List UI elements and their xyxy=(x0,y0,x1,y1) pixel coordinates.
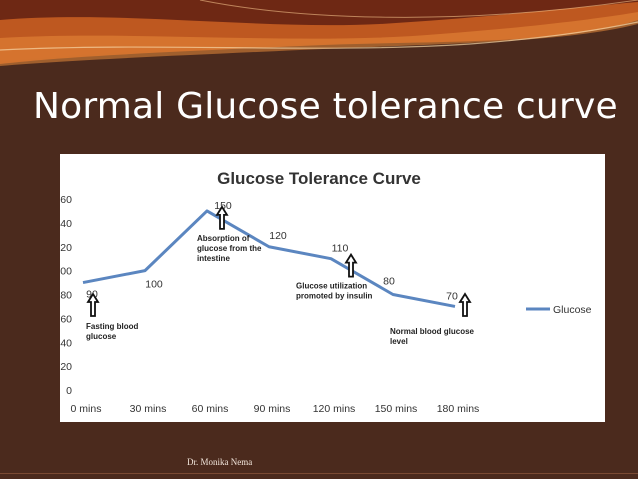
annotation-text: promoted by insulin xyxy=(296,292,373,301)
legend-label-glucose: Glucose xyxy=(553,304,592,316)
annotation-text: level xyxy=(390,337,408,346)
x-tick-label: 0 mins xyxy=(71,403,102,415)
annotation-text: Fasting blood xyxy=(86,322,139,331)
data-label: 70 xyxy=(446,290,458,302)
y-tick-label: 0 xyxy=(66,385,72,397)
annotation-text: Absorption of xyxy=(197,234,250,243)
x-tick-label: 90 mins xyxy=(254,403,291,415)
up-arrow-icon xyxy=(458,292,472,317)
data-label: 110 xyxy=(332,243,349,255)
y-tick-label: 20 xyxy=(60,361,72,373)
y-tick-label: 80 xyxy=(60,290,72,302)
y-tick-label: 100 xyxy=(60,266,72,278)
data-label: 100 xyxy=(145,279,163,291)
x-tick-label: 120 mins xyxy=(313,403,356,415)
annotation-text: glucose from the xyxy=(197,244,262,253)
x-tick-label: 30 mins xyxy=(130,403,167,415)
x-tick-label: 60 mins xyxy=(192,403,229,415)
data-label: 120 xyxy=(269,230,287,242)
y-tick-label: 60 xyxy=(60,313,72,325)
y-tick-label: 120 xyxy=(60,242,72,254)
up-arrow-icon xyxy=(344,252,358,278)
decorative-banner xyxy=(0,0,638,66)
data-label: 80 xyxy=(383,276,395,288)
up-arrow-icon xyxy=(86,292,100,317)
annotation-text: Glucose utilization xyxy=(296,282,367,291)
footer-divider xyxy=(0,473,638,474)
slide-title: Normal Glucose tolerance curve xyxy=(33,86,618,127)
footer-author: Dr. Monika Nema xyxy=(187,457,253,467)
up-arrow-icon xyxy=(215,205,229,230)
annotation-text: glucose xyxy=(86,332,117,341)
chart-panel: Glucose Tolerance Curve 0 20 40 60 80 100 120 14… xyxy=(60,154,605,422)
annotation-text: Normal blood glucose xyxy=(390,327,475,336)
series-line-glucose xyxy=(82,209,456,308)
y-tick-label: 160 xyxy=(60,194,72,206)
annotation-text: intestine xyxy=(197,254,230,263)
y-tick-label: 140 xyxy=(60,218,72,230)
data-label: 150 xyxy=(214,200,232,212)
x-tick-label: 150 mins xyxy=(375,403,418,415)
chart-title: Glucose Tolerance Curve xyxy=(217,169,421,188)
y-tick-label: 40 xyxy=(60,337,72,349)
glucose-tolerance-chart: Glucose Tolerance Curve 0 20 40 60 80 100 120 14… xyxy=(60,169,592,415)
x-tick-label: 180 mins xyxy=(437,403,480,415)
